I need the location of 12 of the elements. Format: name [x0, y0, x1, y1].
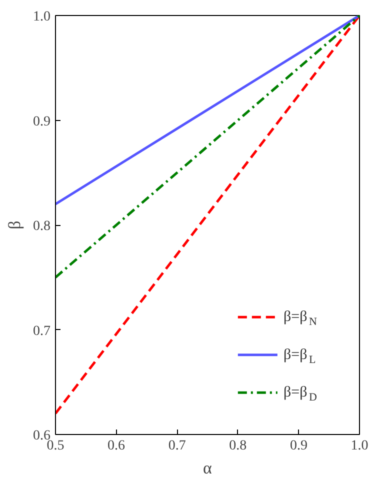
x-tick-label: 0.7 [168, 438, 186, 454]
y-axis-title: β [5, 220, 24, 230]
x-axis-title: α [203, 458, 212, 478]
y-tick-label: 0.7 [33, 324, 50, 339]
y-tick-label: 0.9 [33, 114, 50, 130]
x-tick-label: 0.5 [46, 438, 64, 454]
y-tick-label: 1.0 [33, 10, 50, 24]
x-tick-label: 0.9 [290, 438, 308, 454]
x-tick-label: 1.0 [350, 438, 368, 454]
x-tick-label: 0.6 [108, 438, 126, 454]
y-tick-label: 0.8 [33, 219, 50, 234]
x-tick-label: 0.8 [229, 438, 247, 454]
